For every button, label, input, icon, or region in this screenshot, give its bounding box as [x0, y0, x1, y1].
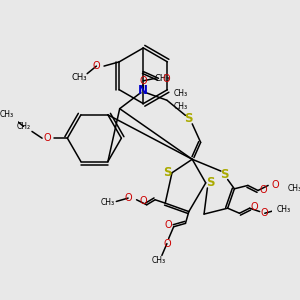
Text: O: O — [124, 193, 132, 203]
Text: S: S — [206, 176, 214, 189]
Text: CH₃: CH₃ — [72, 73, 87, 82]
Text: O: O — [43, 133, 51, 143]
Text: O: O — [140, 76, 147, 86]
Text: CH₃: CH₃ — [277, 206, 291, 214]
Text: O: O — [165, 220, 172, 230]
Text: O: O — [261, 208, 268, 218]
Text: CH₃: CH₃ — [0, 110, 14, 119]
Text: O: O — [271, 180, 279, 190]
Text: O: O — [93, 61, 100, 71]
Text: O: O — [162, 74, 170, 84]
Text: CH₂: CH₂ — [16, 122, 31, 131]
Text: S: S — [164, 166, 172, 179]
Text: S: S — [220, 168, 229, 181]
Text: CH₃: CH₃ — [101, 198, 115, 207]
Text: S: S — [184, 112, 193, 125]
Text: CH₃: CH₃ — [152, 256, 166, 265]
Text: O: O — [163, 238, 171, 249]
Text: CH₃: CH₃ — [173, 89, 188, 98]
Text: O: O — [251, 202, 259, 212]
Text: O: O — [140, 196, 147, 206]
Text: O: O — [259, 185, 267, 196]
Text: CH₃: CH₃ — [173, 103, 188, 112]
Text: CH₃: CH₃ — [154, 74, 170, 83]
Text: N: N — [138, 84, 148, 97]
Text: CH₃: CH₃ — [287, 184, 300, 193]
